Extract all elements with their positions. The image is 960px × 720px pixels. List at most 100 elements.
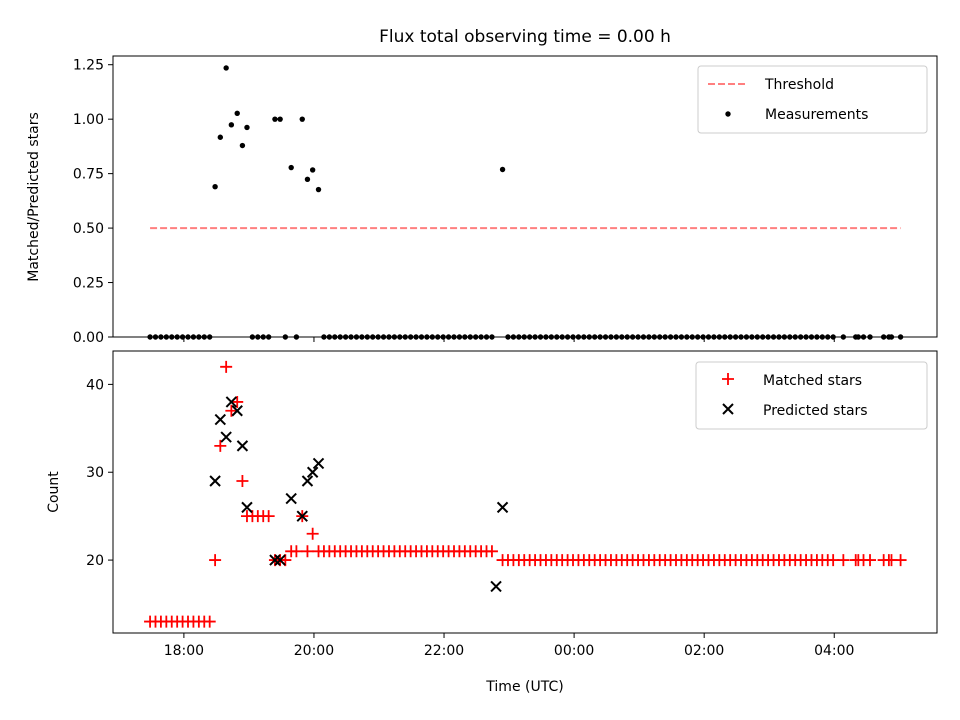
- measurement-point: [293, 334, 300, 340]
- matched-star-marker: [214, 439, 227, 452]
- measurement-point: [174, 334, 180, 340]
- predicted-star-marker: [220, 431, 232, 443]
- predicted-star-marker: [241, 501, 253, 514]
- measurement-point: [840, 334, 847, 340]
- measurement-point: [570, 334, 576, 340]
- predicted-star-marker: [225, 396, 238, 408]
- legend-measurements-dot: [725, 111, 731, 117]
- measurement-point: [624, 334, 630, 340]
- predicted-star-marker: [285, 492, 297, 505]
- measurement-point: [413, 334, 419, 340]
- measurement-point: [754, 334, 760, 340]
- measurement-point: [315, 186, 322, 193]
- predicted-star-marker: [296, 510, 308, 522]
- measurement-point: [326, 334, 333, 340]
- measurement-point: [526, 334, 533, 340]
- measurement-point: [424, 334, 430, 340]
- measurement-point: [543, 334, 549, 340]
- measurement-point: [662, 334, 668, 340]
- measurement-point: [597, 334, 603, 340]
- measurement-point: [781, 334, 788, 340]
- measurement-point: [867, 334, 873, 340]
- predicted-star-marker: [306, 466, 319, 478]
- measurement-point: [370, 334, 376, 340]
- measurement-point: [462, 334, 468, 340]
- top-legend-box: [697, 65, 928, 134]
- legend-predicted-x-marker: [722, 403, 734, 415]
- measurement-point: [272, 116, 278, 122]
- measurement-point: [749, 334, 755, 340]
- measurement-point: [825, 334, 831, 340]
- measurement-point: [445, 334, 452, 340]
- matched-star-marker: [827, 554, 840, 567]
- bottom-axes: Count Time (UTC) 18:00 20:00 22:00 00:00 02:…: [46, 350, 938, 695]
- matched-star-marker: [485, 545, 498, 558]
- measurement-point: [635, 334, 641, 340]
- measurement-point: [797, 334, 804, 340]
- measurement-point: [255, 334, 261, 340]
- measurement-point: [429, 334, 436, 340]
- matched-star-marker: [225, 404, 238, 417]
- measurement-point: [451, 334, 457, 340]
- bottom-plot-marks: [144, 360, 907, 628]
- top-y-tick-label: 0.25: [73, 276, 104, 292]
- measurement-point: [640, 334, 647, 340]
- measurement-point: [185, 334, 191, 340]
- matched-star-marker: [306, 527, 319, 540]
- x-tick-label: 00:00: [554, 643, 594, 659]
- measurement-point: [282, 334, 289, 340]
- top-axes: Matched/Predicted stars 0.00 0.25 0.50 0.75…: [26, 55, 938, 346]
- measurement-point: [559, 334, 565, 340]
- measurement-point: [402, 334, 408, 340]
- measurement-point: [516, 334, 522, 340]
- predicted-star-marker: [231, 405, 243, 417]
- measurement-point: [700, 334, 706, 340]
- measurement-point: [716, 334, 723, 340]
- measurement-point: [888, 334, 895, 340]
- bottom-axis-ticks: 18:00 20:00 22:00 00:00 02:00 04:00 20 30 40: [86, 377, 854, 659]
- measurement-point: [629, 334, 636, 340]
- measurement-point: [705, 334, 712, 340]
- measurement-point: [435, 334, 441, 340]
- measurement-point: [260, 334, 266, 340]
- top-axis-ticks: 0.00 0.25 0.50 0.75 1.00 1.25: [73, 58, 835, 346]
- top-legend: Threshold Measurements: [697, 65, 928, 134]
- matched-star-marker: [894, 554, 907, 567]
- measurement-point: [689, 334, 695, 340]
- measurement-point: [304, 176, 311, 182]
- measurement-point: [684, 334, 690, 340]
- measurement-point: [792, 334, 798, 340]
- predicted-star-marker: [269, 554, 281, 566]
- measurement-point: [217, 134, 224, 140]
- matched-star-marker: [203, 615, 216, 628]
- measurement-point: [732, 334, 739, 340]
- measurement-point: [467, 334, 473, 340]
- measurement-point: [147, 334, 153, 340]
- measurement-point: [619, 334, 625, 340]
- measurement-point: [206, 334, 213, 340]
- matched-star-marker: [864, 554, 877, 567]
- bottom-legend: Matched stars Predicted stars: [695, 361, 928, 430]
- measurement-point: [830, 334, 836, 340]
- measurement-point: [646, 334, 652, 340]
- measurement-point: [738, 334, 744, 340]
- bottom-y-tick-label: 40: [86, 377, 104, 393]
- measurement-point: [163, 334, 170, 340]
- measurement-point: [277, 116, 283, 122]
- measurement-point: [321, 334, 327, 340]
- measurement-point: [694, 334, 701, 340]
- measurement-point: [673, 334, 679, 340]
- measurement-point: [239, 142, 246, 149]
- measurement-point: [532, 334, 538, 340]
- measurement-point: [727, 334, 733, 340]
- measurement-point: [348, 334, 354, 340]
- measurement-point: [223, 65, 229, 71]
- predicted-star-marker: [312, 457, 325, 470]
- measurement-point: [667, 334, 674, 340]
- predicted-star-marker: [236, 440, 249, 452]
- measurement-point: [770, 334, 777, 340]
- measurement-point: [478, 334, 484, 340]
- chart-title: Flux total observing time = 0.00 h: [379, 27, 671, 47]
- x-tick-label: 22:00: [424, 643, 464, 659]
